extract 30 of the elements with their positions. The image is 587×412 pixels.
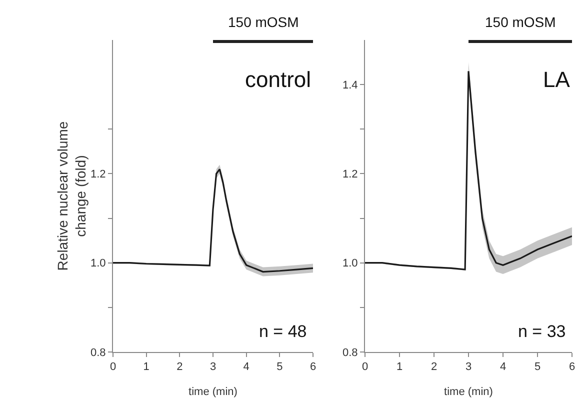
annotation: LA [543,67,570,92]
x-tick-label: 1 [396,361,403,374]
y-axis-title: Relative nuclear volume change (fold) [54,121,89,271]
x-tick-label: 3 [210,361,216,374]
y-tick-label: 0.8 [342,346,358,359]
y-tick-label: 1.0 [90,258,106,270]
x-tick-label: 6 [568,361,576,374]
y-tick-label: 1.2 [342,168,358,181]
x-tick-label: 3 [465,361,472,374]
y-tick-label: 1.0 [342,258,358,270]
y-tick-label: 1.2 [90,168,106,181]
x-tick-label: 2 [430,361,438,374]
x-tick-label: 2 [176,361,183,374]
x-tick-label: 0 [110,361,116,374]
series-label: 150 mOSM [228,14,299,30]
x-axis-title: time (min) [188,386,238,398]
annotation: control [245,67,312,92]
x-tick-label: 5 [534,361,541,374]
x-tick-label: 5 [276,361,283,374]
x-tick-label: 4 [243,361,250,374]
annotation: n = 48 [259,322,307,341]
x-tick-label: 6 [310,361,316,374]
annotation: n = 33 [518,322,566,341]
x-axis-title: time (min) [444,386,493,398]
x-tick-label: 4 [500,361,506,374]
y-tick-label: 1.4 [342,79,358,92]
y-tick-label: 0.8 [90,346,106,359]
x-tick-label: 0 [362,361,368,374]
series-label: 150 mOSM [485,14,556,30]
x-tick-label: 1 [143,361,150,374]
